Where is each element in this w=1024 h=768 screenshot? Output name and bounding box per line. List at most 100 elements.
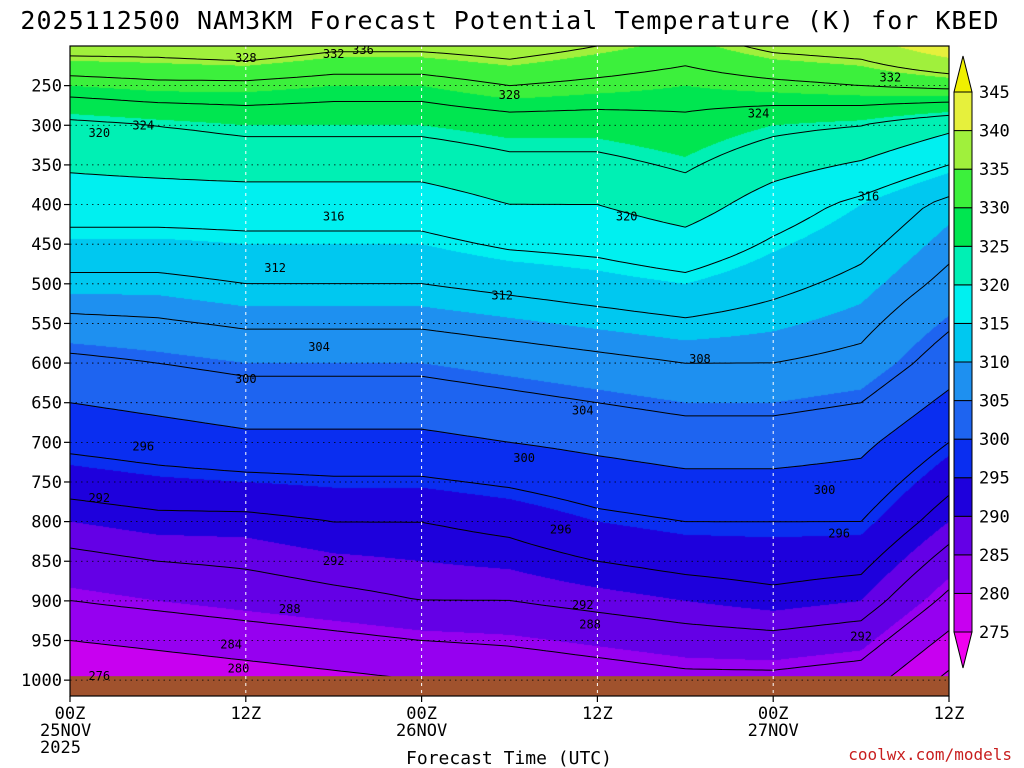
colorbar-tick-320: 320 bbox=[979, 276, 1010, 296]
contour-label-text: 328 bbox=[499, 88, 521, 102]
chart-title: 2025112500 NAM3KM Forecast Potential Tem… bbox=[20, 6, 999, 35]
contour-label-292: 292 bbox=[88, 491, 110, 505]
contour-label-312: 312 bbox=[491, 289, 513, 303]
y-tick-label-850: 850 bbox=[31, 552, 62, 572]
y-tick-label-550: 550 bbox=[31, 314, 62, 334]
contour-label-text: 316 bbox=[323, 209, 345, 223]
colorbar-tick-295: 295 bbox=[979, 469, 1010, 489]
colorbar-tick-285: 285 bbox=[979, 546, 1010, 566]
contour-line-284 bbox=[70, 589, 949, 671]
contour-label-text: 300 bbox=[235, 372, 257, 386]
y-tick-label-600: 600 bbox=[31, 354, 62, 374]
colorbar-bin bbox=[953, 91, 973, 132]
contour-label-text: 292 bbox=[572, 598, 594, 612]
colorbar-tick-335: 335 bbox=[979, 160, 1010, 180]
contour-label-320: 320 bbox=[88, 126, 110, 140]
colorbar-tick-305: 305 bbox=[979, 392, 1010, 412]
contour-label-300: 300 bbox=[513, 451, 535, 465]
grid-lines bbox=[70, 46, 949, 696]
contour-line-300 bbox=[70, 389, 949, 470]
x-tick-label-60-0: 12Z bbox=[934, 704, 965, 724]
contour-label-316: 316 bbox=[323, 209, 345, 223]
colorbar-bin bbox=[953, 400, 973, 440]
plot-area: 276 280 284 288 288 292 292 292 292 296 296 296 300 3… bbox=[70, 43, 949, 696]
y-tick-label-300: 300 bbox=[31, 116, 62, 136]
contour-label-276: 276 bbox=[88, 669, 110, 683]
colorbar-tick-340: 340 bbox=[979, 122, 1010, 142]
contour-label-text: 304 bbox=[308, 340, 330, 354]
contour-line-288 bbox=[70, 543, 949, 632]
contour-label-text: 332 bbox=[880, 71, 902, 85]
contour-label-text: 312 bbox=[264, 261, 286, 275]
contour-label-text: 300 bbox=[513, 451, 535, 465]
x-tick-label-36-0: 12Z bbox=[582, 704, 613, 724]
theta-filled-field bbox=[70, 46, 949, 696]
colorbar-bin bbox=[953, 361, 973, 402]
y-tick-label-500: 500 bbox=[31, 275, 62, 295]
contour-label-text: 324 bbox=[132, 118, 154, 132]
contour-label-text: 288 bbox=[579, 618, 601, 632]
contour-label-292: 292 bbox=[323, 554, 345, 568]
colorbar-bin bbox=[953, 515, 973, 556]
credit-text: coolwx.com/models bbox=[848, 745, 1012, 764]
colorbar-bin bbox=[953, 55, 973, 93]
contour-line-328 bbox=[70, 96, 949, 113]
colorbar-tick-275: 275 bbox=[979, 623, 1010, 643]
y-tick-label-750: 750 bbox=[31, 473, 62, 493]
colorbar-tick-325: 325 bbox=[979, 237, 1010, 257]
x-tick-label-12-0: 12Z bbox=[230, 704, 261, 724]
x-axis-label: Forecast Time (UTC) bbox=[406, 748, 612, 768]
colorbar-bin bbox=[953, 168, 973, 209]
x-tick-label-48-0: 00Z bbox=[758, 704, 789, 724]
contour-label-text: 280 bbox=[228, 661, 250, 675]
y-tick-label-400: 400 bbox=[31, 196, 62, 216]
x-tick-label-0-2: 2025 bbox=[40, 738, 81, 758]
contour-label-text: 296 bbox=[132, 439, 154, 453]
contour-line-324 bbox=[70, 114, 949, 174]
x-tick-label-24-1: 26NOV bbox=[396, 721, 447, 741]
contour-label-296: 296 bbox=[132, 439, 154, 453]
colorbar-tick-290: 290 bbox=[979, 507, 1010, 527]
plot-frame bbox=[69, 45, 950, 697]
colorbar-bin bbox=[953, 438, 973, 479]
y-tick-label-250: 250 bbox=[31, 77, 62, 97]
colorbar-bin bbox=[953, 245, 973, 286]
contour-label-text: 332 bbox=[323, 47, 345, 61]
contour-line-308 bbox=[70, 263, 949, 364]
contour-label-text: 292 bbox=[850, 630, 872, 644]
y-tick-label-700: 700 bbox=[31, 433, 62, 453]
colorbar-bin bbox=[953, 284, 973, 324]
colorbar-tick-310: 310 bbox=[979, 353, 1010, 373]
colorbar-bin bbox=[953, 322, 973, 363]
contour-label-text: 304 bbox=[572, 404, 594, 418]
contour-line-332 bbox=[70, 65, 949, 90]
y-tick-label-450: 450 bbox=[31, 235, 62, 255]
contour-label-284: 284 bbox=[220, 637, 242, 651]
y-tick-label-800: 800 bbox=[31, 513, 62, 533]
contour-label-296: 296 bbox=[828, 527, 850, 541]
colorbar-bin bbox=[953, 130, 973, 170]
contour-label-text: 324 bbox=[748, 106, 770, 120]
colorbar: 275 280 285 290 295 300 305 310 315 320 325 330 335 3… bbox=[953, 55, 1010, 669]
contour-label-292: 292 bbox=[850, 630, 872, 644]
colorbar-tick-345: 345 bbox=[979, 83, 1010, 103]
colorbar-tick-300: 300 bbox=[979, 430, 1010, 450]
contour-label-332: 332 bbox=[880, 71, 902, 85]
y-tick-label-650: 650 bbox=[31, 394, 62, 414]
contour-label-288: 288 bbox=[579, 618, 601, 632]
x-tick-label-24-0: 00Z bbox=[406, 704, 437, 724]
contour-label-text: 284 bbox=[220, 637, 242, 651]
colorbar-bin bbox=[953, 631, 973, 669]
contour-label-text: 288 bbox=[279, 602, 301, 616]
contour-label-304: 304 bbox=[572, 404, 594, 418]
colorbar-bin bbox=[953, 592, 973, 633]
x-tick-label-0-1: 25NOV bbox=[40, 721, 91, 741]
contour-label-324: 324 bbox=[748, 106, 770, 120]
y-tick-label-350: 350 bbox=[31, 156, 62, 176]
contour-label-280: 280 bbox=[228, 661, 250, 675]
colorbar-tick-315: 315 bbox=[979, 314, 1010, 334]
contour-label-text: 336 bbox=[352, 43, 374, 57]
ground-surface bbox=[70, 676, 949, 696]
contour-label-text: 320 bbox=[616, 209, 638, 223]
